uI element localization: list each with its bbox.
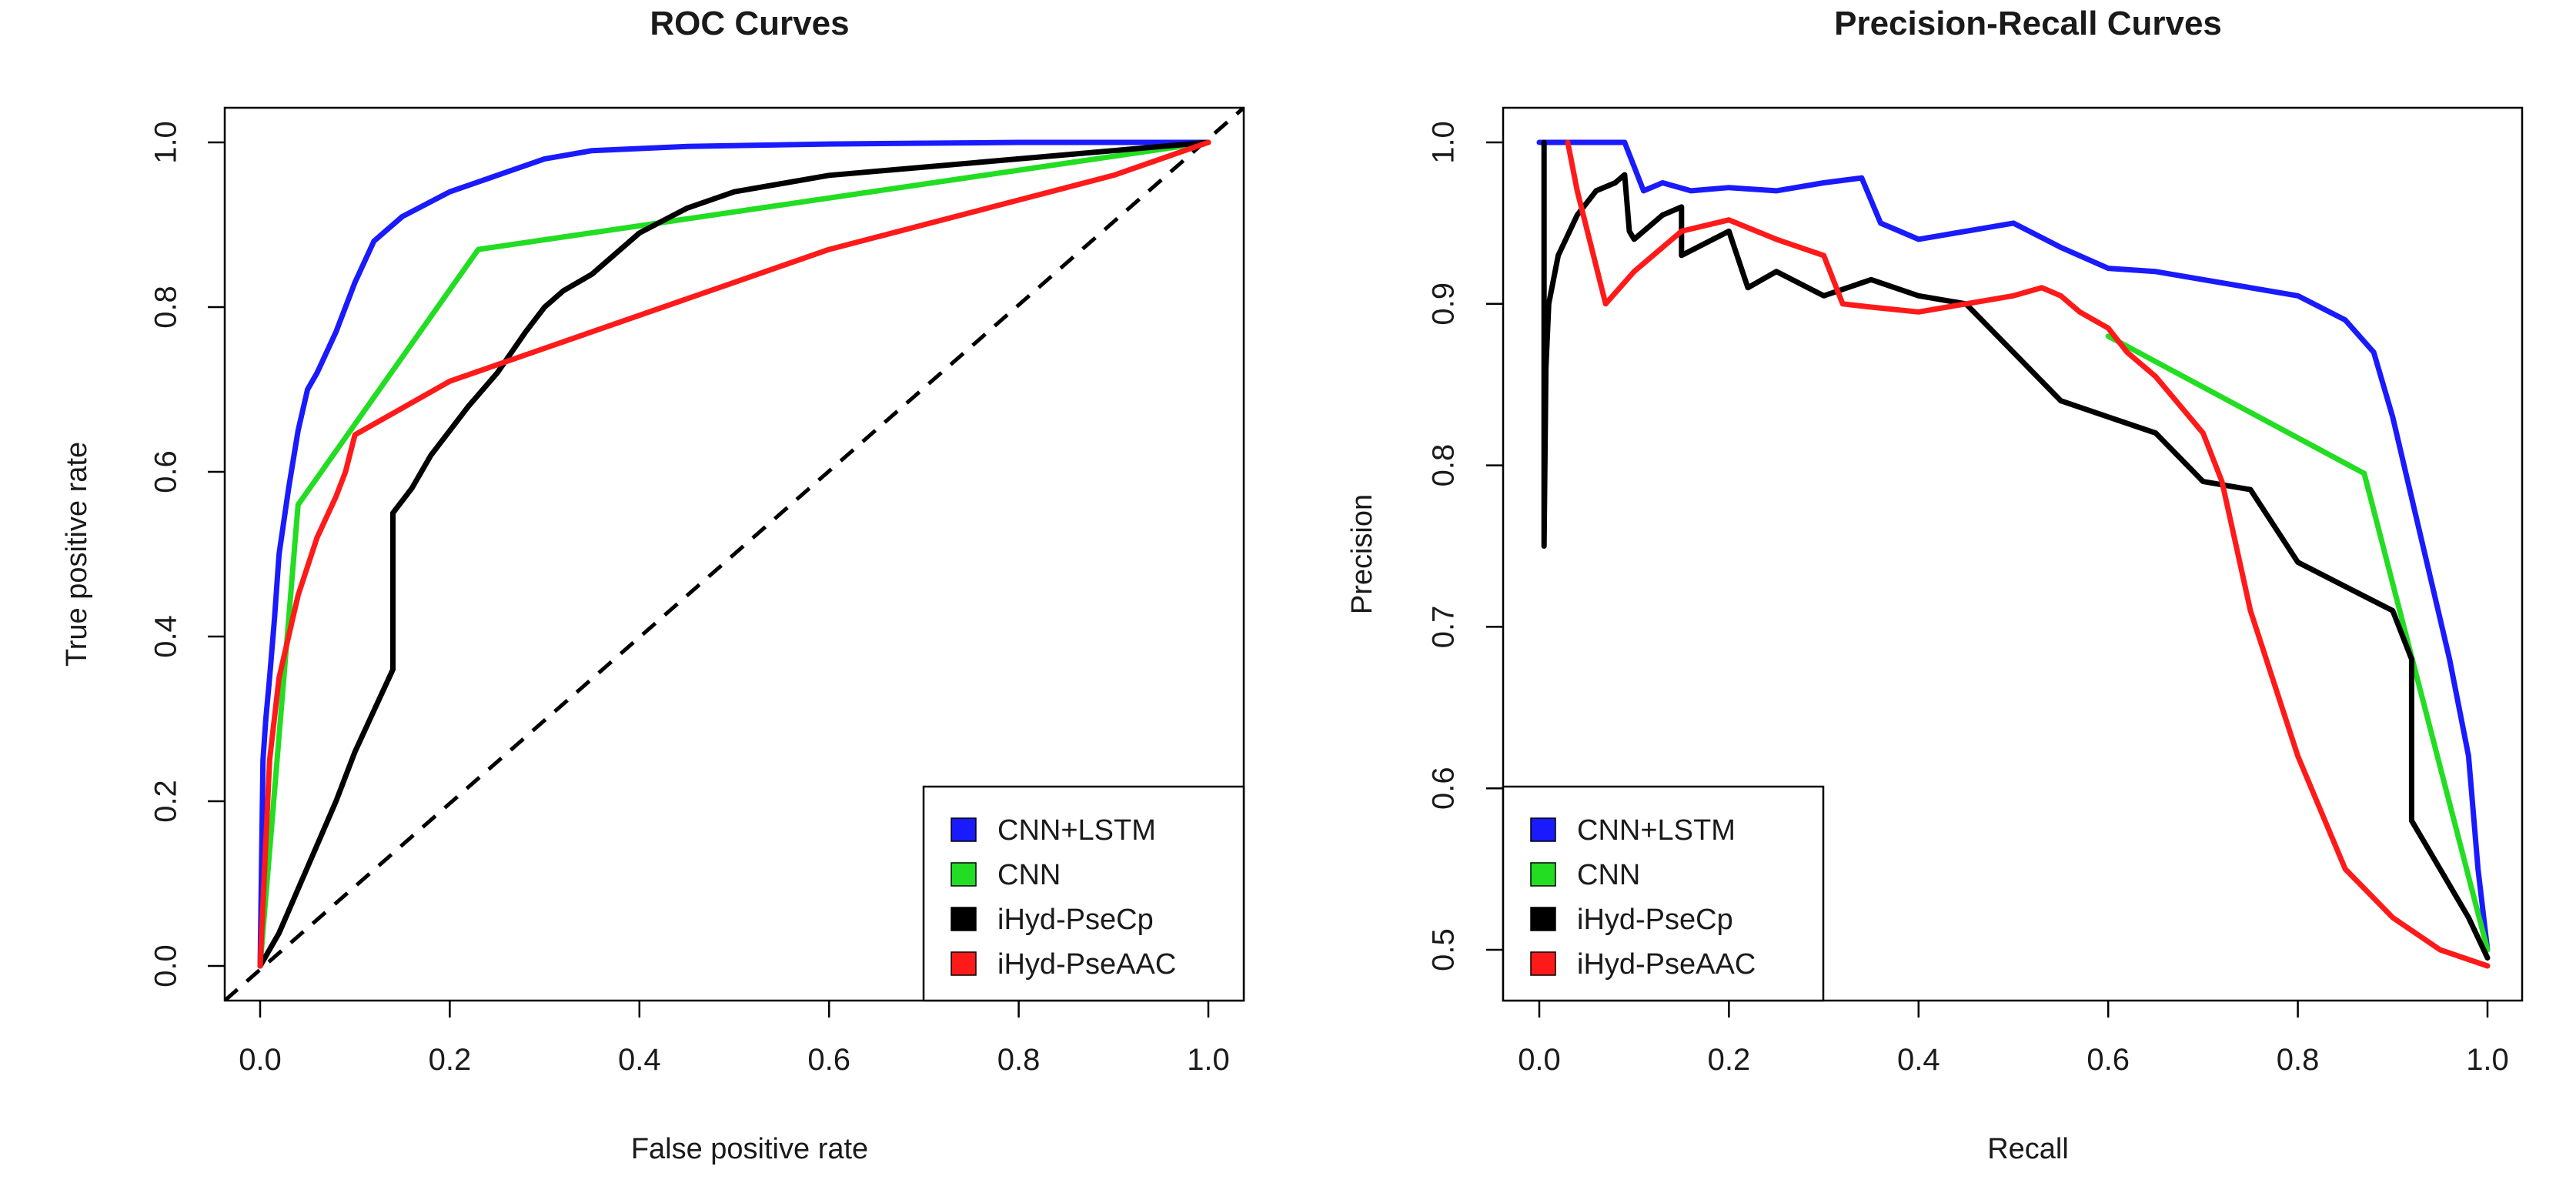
series-line-cnn-lstm — [257, 139, 1211, 969]
pr-x-axis-label: Recall — [1987, 1133, 2069, 1165]
pr-y-axis-label: Precision — [1346, 494, 1378, 614]
legend-label-ihyd-pseaac: iHyd-PseAAC — [1577, 948, 1756, 981]
legend-label-ihyd-psecp: iHyd-PseCp — [1577, 904, 1733, 936]
y-tick-label: 0.9 — [1427, 282, 1461, 326]
series-line-cnn-lstm — [1536, 139, 2491, 953]
roc-legend: CNN+LSTM CNN iHyd-PseCp iHyd-PseAAC — [922, 785, 1245, 1002]
pr-plot-frame — [1502, 106, 2524, 1002]
pr-y-ticks: 0.5 0.6 0.7 0.8 0.9 1.0 — [1427, 121, 1503, 971]
legend-label-ihyd-pseaac: iHyd-PseAAC — [997, 948, 1176, 981]
pr-series-lines — [1536, 139, 2491, 969]
x-tick-label: 0.4 — [618, 1043, 661, 1077]
pr-x-ticks: 0.0 0.2 0.4 0.6 0.8 1.0 — [1518, 1001, 2509, 1077]
legend-swatch-cnn — [1530, 862, 1556, 887]
roc-x-ticks: 0.0 0.2 0.4 0.6 0.8 1.0 — [239, 1001, 1230, 1077]
legend-swatch-ihyd-pseaac — [951, 951, 977, 976]
x-tick-label: 1.0 — [1187, 1043, 1230, 1077]
roc-y-ticks: 0.0 0.2 0.4 0.6 0.8 1.0 — [149, 121, 225, 988]
legend-label-cnn: CNN — [997, 859, 1061, 891]
y-tick-label: 0.8 — [149, 286, 183, 329]
legend-label-cnn-lstm: CNN+LSTM — [1577, 814, 1736, 847]
legend-swatch-ihyd-psecp — [951, 907, 977, 931]
y-tick-label: 0.8 — [1427, 444, 1461, 487]
reference-diagonal-line — [225, 108, 1244, 1001]
x-tick-label: 0.0 — [239, 1043, 282, 1077]
x-tick-label: 0.8 — [2277, 1043, 2320, 1077]
x-tick-label: 0.8 — [997, 1043, 1041, 1077]
y-tick-label: 0.0 — [149, 944, 183, 988]
series-line-ihyd-pseaac — [1565, 139, 2491, 969]
series-line-ihyd-pseaac — [257, 139, 1211, 969]
y-tick-label: 0.6 — [1427, 767, 1461, 810]
roc-x-axis-label: False positive rate — [631, 1133, 868, 1165]
roc-title: ROC Curves — [650, 5, 849, 42]
legend-label-cnn: CNN — [1577, 859, 1640, 891]
pr-chart-panel: Precision-Recall Curves Recall Precision… — [1346, 5, 2524, 1165]
x-tick-label: 0.2 — [429, 1043, 472, 1077]
y-tick-label: 0.6 — [149, 450, 183, 493]
series-line-ihyd-psecp — [257, 139, 1211, 969]
pr-title: Precision-Recall Curves — [1834, 5, 2222, 42]
y-tick-label: 0.5 — [1427, 928, 1461, 971]
legend-box — [922, 785, 1245, 1002]
y-tick-label: 0.4 — [149, 615, 183, 658]
legend-swatch-ihyd-psecp — [1530, 907, 1556, 931]
legend-label-ihyd-psecp: iHyd-PseCp — [997, 904, 1154, 936]
series-line-ihyd-psecp — [1541, 139, 2491, 961]
legend-swatch-cnn-lstm — [951, 817, 977, 842]
y-tick-label: 0.7 — [1427, 606, 1461, 649]
roc-series-lines — [225, 108, 1244, 1001]
roc-y-axis-label: True positive rate — [61, 442, 93, 667]
legend-swatch-ihyd-pseaac — [1530, 951, 1556, 976]
series-line-cnn — [2105, 333, 2491, 953]
legend-swatch-cnn-lstm — [1530, 817, 1556, 842]
roc-plot-frame — [223, 106, 1245, 1002]
x-tick-label: 1.0 — [2466, 1043, 2509, 1077]
pr-legend: CNN+LSTM CNN iHyd-PseCp iHyd-PseAAC — [1502, 785, 1825, 1002]
y-tick-label: 0.2 — [149, 780, 183, 823]
x-tick-label: 0.6 — [2087, 1043, 2130, 1077]
x-tick-label: 0.0 — [1518, 1043, 1561, 1077]
legend-box — [1502, 785, 1825, 1002]
series-line-cnn — [257, 139, 1211, 969]
x-tick-label: 0.2 — [1708, 1043, 1751, 1077]
y-tick-label: 1.0 — [1427, 121, 1461, 164]
x-tick-label: 0.6 — [807, 1043, 850, 1077]
legend-label-cnn-lstm: CNN+LSTM — [997, 814, 1156, 847]
y-tick-label: 1.0 — [149, 121, 183, 164]
legend-swatch-cnn — [951, 862, 977, 887]
x-tick-label: 0.4 — [1897, 1043, 1940, 1077]
roc-chart-panel: ROC Curves False positive rate True posi… — [61, 5, 1245, 1165]
